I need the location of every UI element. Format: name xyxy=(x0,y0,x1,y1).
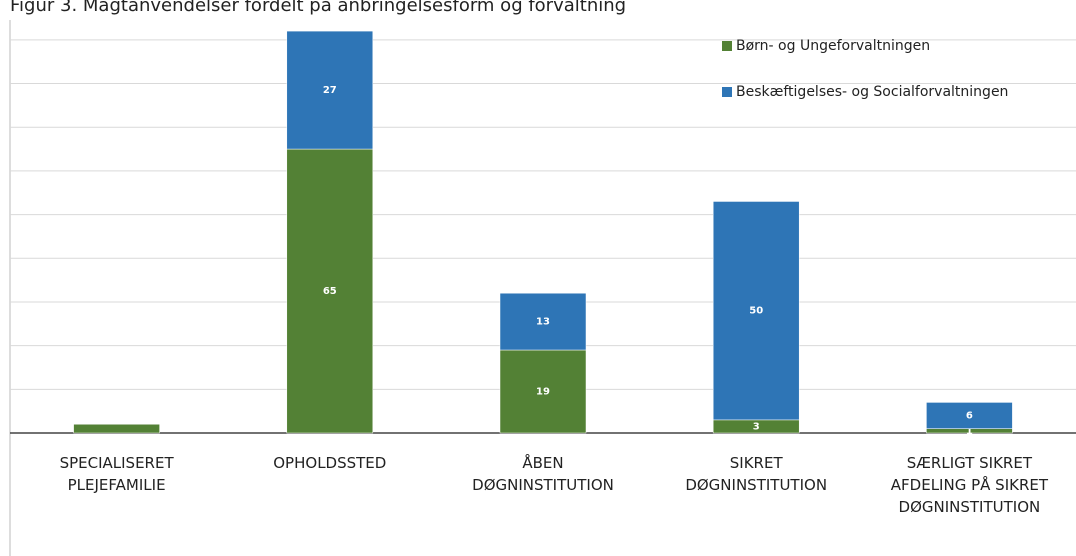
x-tick-label: SPECIALISERET PLEJEFAMILIE xyxy=(60,454,175,494)
data-label: 27 xyxy=(323,85,337,96)
x-tick-label: OPHOLDSSTED xyxy=(273,454,386,472)
legend-label: Beskæftigelses- og Socialforvaltningen xyxy=(736,84,1008,100)
legend-swatch xyxy=(722,41,732,51)
data-label: 1 xyxy=(966,426,973,437)
bar-segment xyxy=(926,402,1013,429)
data-label: 50 xyxy=(749,306,763,317)
chart-title: Figur 3. Magtanvendelser fordelt på anbr… xyxy=(10,0,626,16)
x-tick-label: SIKRET DØGNINSTITUTION xyxy=(685,454,827,494)
bar-segment xyxy=(73,424,160,434)
bar-segment xyxy=(286,148,374,434)
x-tick-label: SÆRLIGT SIKRET AFDELING PÅ SIKRET DØGNINST… xyxy=(891,454,1049,516)
data-label: 6 xyxy=(966,411,973,422)
legend-label: Børn- og Ungeforvaltningen xyxy=(736,38,930,54)
data-label: 65 xyxy=(323,286,337,297)
bar-segment xyxy=(499,349,587,434)
bar-segment xyxy=(499,292,587,351)
data-label: 19 xyxy=(536,387,550,398)
data-label: 3 xyxy=(753,421,760,432)
x-tick-label: ÅBEN DØGNINSTITUTION xyxy=(472,453,614,494)
bar-segment xyxy=(712,201,800,421)
bar-segment xyxy=(286,30,374,150)
legend-swatch xyxy=(722,87,732,97)
data-label: 13 xyxy=(536,317,550,328)
